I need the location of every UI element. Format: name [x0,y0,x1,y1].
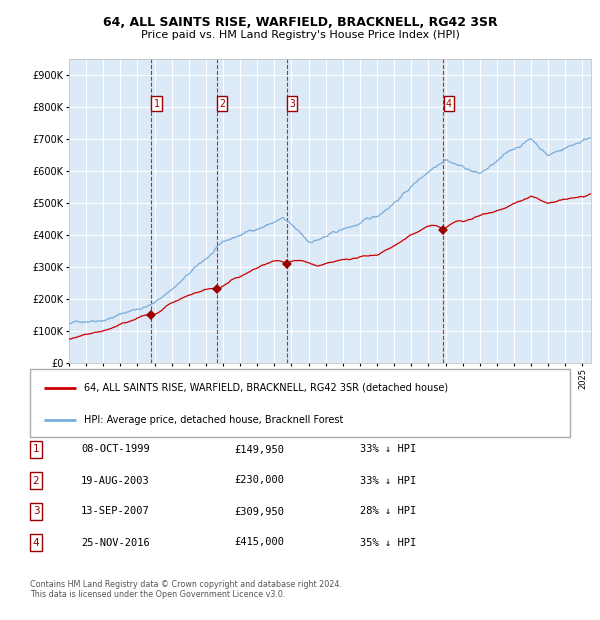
Text: 3: 3 [289,99,295,108]
Text: 1: 1 [32,445,40,454]
Text: 2: 2 [219,99,225,108]
Text: 13-SEP-2007: 13-SEP-2007 [81,507,150,516]
Text: 4: 4 [446,99,452,108]
Text: 28% ↓ HPI: 28% ↓ HPI [360,507,416,516]
Text: 33% ↓ HPI: 33% ↓ HPI [360,476,416,485]
Text: 08-OCT-1999: 08-OCT-1999 [81,445,150,454]
FancyBboxPatch shape [30,369,570,437]
Text: 64, ALL SAINTS RISE, WARFIELD, BRACKNELL, RG42 3SR (detached house): 64, ALL SAINTS RISE, WARFIELD, BRACKNELL… [84,383,448,393]
Text: £415,000: £415,000 [234,538,284,547]
Text: 19-AUG-2003: 19-AUG-2003 [81,476,150,485]
Text: 3: 3 [32,507,40,516]
Text: £149,950: £149,950 [234,445,284,454]
Text: 64, ALL SAINTS RISE, WARFIELD, BRACKNELL, RG42 3SR: 64, ALL SAINTS RISE, WARFIELD, BRACKNELL… [103,16,497,29]
Text: £309,950: £309,950 [234,507,284,516]
Text: 2: 2 [32,476,40,485]
Text: 25-NOV-2016: 25-NOV-2016 [81,538,150,547]
Text: Price paid vs. HM Land Registry's House Price Index (HPI): Price paid vs. HM Land Registry's House … [140,30,460,40]
Text: 33% ↓ HPI: 33% ↓ HPI [360,445,416,454]
Text: 4: 4 [32,538,40,547]
Text: 1: 1 [154,99,160,108]
Text: £230,000: £230,000 [234,476,284,485]
Text: 35% ↓ HPI: 35% ↓ HPI [360,538,416,547]
Text: Contains HM Land Registry data © Crown copyright and database right 2024.
This d: Contains HM Land Registry data © Crown c… [30,580,342,599]
Text: HPI: Average price, detached house, Bracknell Forest: HPI: Average price, detached house, Brac… [84,415,343,425]
